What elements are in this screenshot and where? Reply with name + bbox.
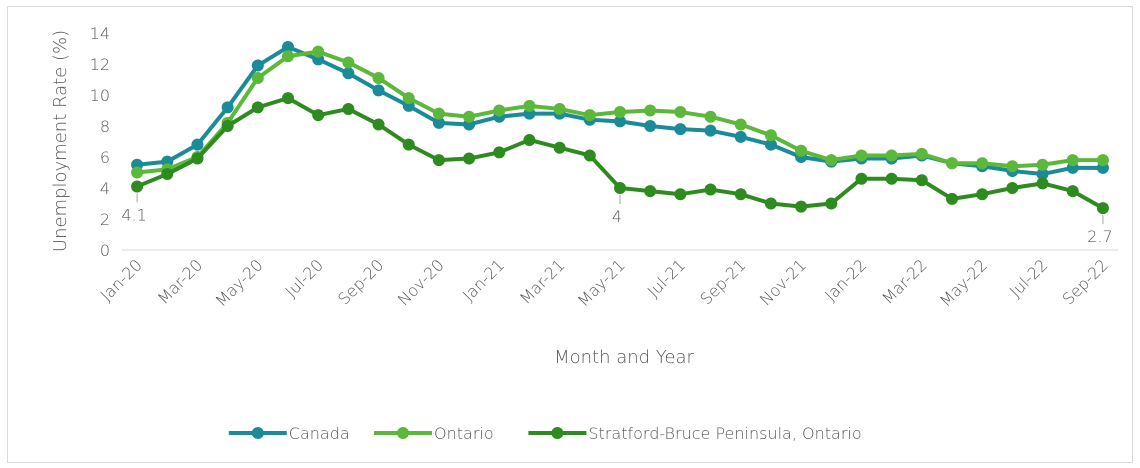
data-point [131, 180, 144, 193]
y-tick-label: 6 [100, 148, 110, 167]
data-point [644, 104, 657, 117]
y-tick-label: 10 [90, 86, 110, 105]
data-point [795, 200, 808, 213]
data-point [976, 188, 989, 201]
x-axis-title: Month and Year [554, 347, 694, 368]
data-point [976, 157, 989, 170]
data-point [734, 188, 747, 201]
legend-label: Stratford-Bruce Peninsula, Ontario [588, 424, 861, 443]
data-point [251, 71, 264, 84]
y-tick-label: 2 [100, 210, 110, 229]
data-point [282, 92, 294, 105]
data-point [402, 92, 415, 105]
data-point [1006, 160, 1019, 173]
data-label: 4 [612, 207, 622, 226]
data-point [402, 138, 415, 151]
data-point [825, 197, 838, 210]
data-point [493, 104, 506, 117]
data-point [1096, 154, 1109, 167]
data-point [1036, 177, 1049, 190]
y-tick-label: 8 [100, 117, 110, 136]
data-point [221, 120, 234, 132]
data-point [1066, 154, 1079, 167]
data-point [432, 154, 445, 167]
data-point [734, 130, 747, 143]
data-point [1096, 202, 1109, 215]
y-axis-title: Unemployment Rate (%) [50, 30, 71, 252]
data-point [523, 133, 536, 146]
data-point [191, 138, 204, 151]
data-point [342, 67, 355, 80]
data-point [1036, 168, 1049, 181]
data-point [493, 146, 506, 159]
data-point [915, 147, 928, 160]
data-point [282, 40, 294, 53]
data-point [704, 183, 717, 196]
data-point [432, 116, 445, 129]
legend-marker [397, 427, 409, 439]
y-tick-label: 0 [100, 241, 110, 260]
data-point [463, 152, 476, 165]
data-point [764, 197, 777, 210]
data-point [372, 118, 385, 131]
data-point [946, 192, 958, 205]
data-point [674, 106, 687, 119]
data-point [161, 168, 174, 181]
data-point [583, 149, 596, 162]
data-point [734, 118, 747, 131]
data-point [825, 154, 838, 167]
data-point [614, 115, 626, 128]
data-point [432, 107, 445, 120]
data-point [704, 110, 717, 123]
data-point [583, 109, 596, 122]
data-point [191, 152, 204, 165]
data-point [1036, 158, 1049, 171]
data-point [644, 185, 657, 198]
data-point [764, 129, 777, 142]
data-point [1006, 182, 1019, 194]
chart-border [7, 6, 1133, 463]
legend-label: Ontario [434, 424, 494, 443]
y-tick-label: 4 [100, 179, 110, 198]
data-point [251, 59, 264, 72]
data-label: 4.1 [121, 205, 146, 224]
data-point [674, 123, 687, 136]
data-label: 2.7 [1087, 227, 1112, 246]
data-point [885, 172, 898, 185]
legend-marker [551, 427, 564, 439]
data-point [704, 124, 717, 137]
data-point [885, 149, 898, 162]
data-point [312, 109, 325, 122]
data-point [764, 138, 777, 151]
data-point [674, 188, 687, 201]
data-point [131, 166, 144, 179]
data-point [342, 102, 355, 115]
data-point [915, 174, 928, 187]
legend-marker [251, 427, 264, 439]
data-point [282, 50, 294, 63]
data-point [553, 141, 566, 154]
data-point [372, 84, 385, 97]
y-tick-label: 14 [90, 24, 110, 43]
data-point [614, 106, 626, 119]
data-point [855, 149, 868, 162]
data-point [221, 101, 234, 114]
legend-label: Canada [289, 424, 350, 443]
data-point [795, 144, 808, 157]
data-point [614, 182, 626, 194]
data-point [553, 102, 566, 115]
data-point [523, 99, 536, 112]
data-point [1066, 185, 1079, 198]
data-point [372, 71, 385, 84]
y-tick-label: 12 [90, 55, 110, 74]
data-point [644, 120, 657, 132]
data-point [463, 110, 476, 123]
data-point [312, 45, 325, 58]
data-point [946, 157, 958, 170]
data-point [251, 101, 264, 114]
data-point [342, 56, 355, 69]
data-point [855, 172, 868, 185]
